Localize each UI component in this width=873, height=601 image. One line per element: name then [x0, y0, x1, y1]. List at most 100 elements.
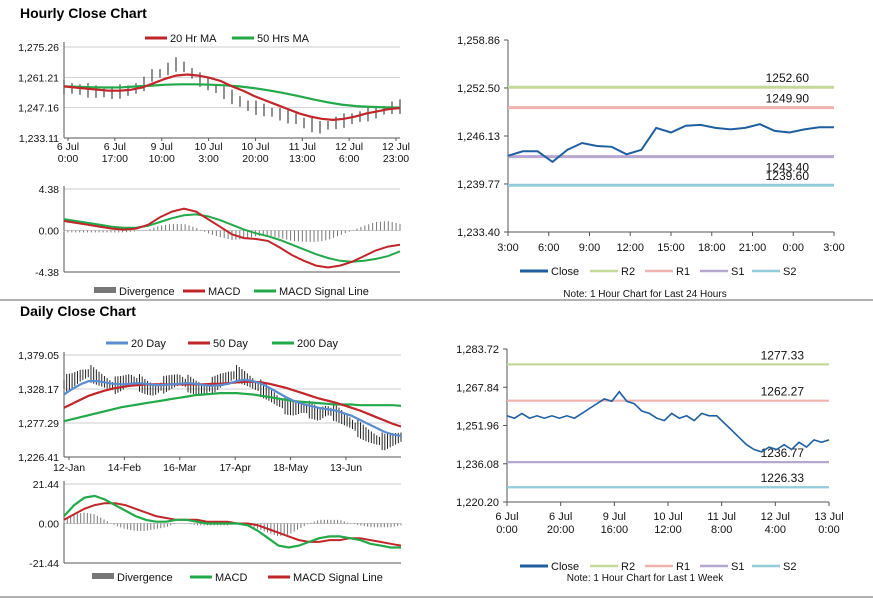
hourly_levels-legend-s2-label: S2 [783, 266, 796, 278]
hourly_levels-xtick: 3:00 [823, 242, 844, 254]
hourly-price-xtick-day: 12 Jul [335, 141, 363, 153]
hourly-ma20-line [63, 73, 401, 122]
legend-divergence-label: Divergence [119, 286, 175, 298]
daily_levels-ytick: 1,236.08 [456, 459, 499, 471]
hourly-price-ytick: 1,233.11 [19, 133, 59, 145]
hourly_levels-xtick: 6:00 [538, 242, 559, 254]
hourly_levels-legend-close-label: Close [551, 266, 579, 278]
daily-price-xtick: 18-May [273, 462, 309, 474]
hourly-price-xtick-day: 11 Jul [289, 141, 316, 153]
daily-price-xtick: 16-Mar [163, 462, 197, 474]
daily_levels-ytick: 1,283.72 [456, 344, 499, 356]
daily_levels-xtick-day: 12 Jul [761, 511, 790, 523]
hourly_levels-xtick: 15:00 [657, 242, 685, 254]
hourly_levels-ytick: 1,258.86 [457, 35, 500, 47]
hourly_levels-xtick: 9:00 [579, 242, 600, 254]
hourly_levels-r2-value: 1252.60 [766, 71, 810, 85]
hourly_levels-xtick: 3:00 [497, 242, 518, 254]
hourly-price-ytick: 1,247.16 [18, 103, 59, 115]
daily_levels-ytick: 1,251.96 [456, 421, 499, 433]
hourly-macd-ytick: 4.38 [39, 184, 60, 196]
hourly-price-xtick-day: 6 Jul [104, 141, 126, 153]
daily_levels-xtick-time: 20:00 [547, 524, 575, 536]
daily-price-xtick: 14-Feb [108, 462, 141, 474]
legend-daily-divergence-swatch [92, 573, 114, 579]
legend-daily-macd-signal-label: MACD Signal Line [293, 572, 383, 584]
daily-macd-ytick: 0.00 [39, 519, 60, 531]
hourly-price-xtick-day: 12 Jul [382, 141, 410, 153]
hourly-price-xtick-time: 23:00 [383, 153, 409, 165]
daily_levels-legend-close-label: Close [551, 561, 579, 573]
hourly-price-xtick-time: 6:00 [339, 153, 360, 165]
daily_levels-xtick-time: 12:00 [654, 524, 682, 536]
daily_levels-s1-value: 1236.77 [761, 446, 805, 460]
hourly_levels-legend-r2-label: R2 [621, 266, 635, 278]
daily_levels-xtick-day: 10 Jul [653, 511, 682, 523]
daily_levels-close-line [506, 390, 830, 453]
legend-50hrs-ma-label: 50 Hrs MA [257, 33, 310, 45]
daily-price-xtick: 13-Jun [330, 462, 362, 474]
hourly-macd-signal-line [63, 213, 401, 263]
hourly_levels-xtick: 0:00 [783, 242, 804, 254]
hourly-price-xtick-time: 17:00 [102, 153, 128, 165]
daily_levels-xtick-time: 0:00 [818, 524, 839, 536]
hourly-section-title: Hourly Close Chart [20, 5, 147, 21]
daily-price-xtick: 17-Apr [219, 462, 251, 474]
hourly_levels-close-line [507, 123, 834, 164]
hourly-price-ytick: 1,261.21 [18, 72, 59, 84]
legend-20day-label: 20 Day [131, 338, 166, 350]
daily-macd-ytick: 21.44 [33, 479, 59, 491]
hourly-price-xtick-time: 20:00 [242, 153, 268, 165]
hourly-price-xtick-day: 9 Jul [151, 141, 173, 153]
daily_levels-xtick-day: 11 Jul [707, 511, 736, 523]
daily-price-xtick: 12-Jan [53, 462, 85, 474]
daily_levels-s2-value: 1226.33 [761, 471, 805, 485]
hourly-price-ytick: 1,275.26 [18, 42, 59, 54]
hourly_levels-s1-value: 1243.40 [766, 161, 810, 175]
hourly-price-xtick-day: 10 Jul [195, 141, 223, 153]
hourly-macd-line [63, 207, 401, 269]
daily-20day-line [63, 378, 402, 437]
daily_levels-xtick-day: 6 Jul [495, 511, 518, 523]
daily_levels-note: Note: 1 Hour Chart for Last 1 Week [567, 573, 725, 584]
hourly-price-xtick-day: 10 Jul [241, 141, 269, 153]
daily_levels-ytick: 1,220.20 [456, 497, 499, 509]
hourly_levels-ytick: 1,233.40 [457, 227, 500, 239]
hourly_levels-r1-value: 1249.90 [766, 92, 810, 106]
hourly-macd-ytick: 0.00 [39, 226, 60, 238]
daily-price-ytick: 1,379.05 [18, 350, 59, 362]
hourly_levels-xtick: 21:00 [739, 242, 767, 254]
daily-macd-ytick: -21.44 [29, 558, 59, 570]
daily_levels-r2-value: 1277.33 [761, 348, 805, 362]
legend-daily-macd-label: MACD [215, 572, 247, 584]
daily_levels-xtick-time: 0:00 [496, 524, 517, 536]
legend-20hr-ma-label: 20 Hr MA [170, 33, 217, 45]
hourly_levels-ytick: 1,246.13 [457, 131, 500, 143]
daily_levels-xtick-day: 6 Jul [549, 511, 572, 523]
hourly_levels-legend-r1-label: R1 [676, 266, 690, 278]
hourly_levels-ytick: 1,252.50 [457, 83, 500, 95]
daily-price-ytick: 1,328.17 [18, 384, 59, 396]
daily_levels-legend-r2-label: R2 [621, 561, 635, 573]
daily_levels-xtick-time: 16:00 [601, 524, 629, 536]
legend-50day-label: 50 Day [213, 338, 248, 350]
hourly_levels-legend-s1-label: S1 [731, 266, 744, 278]
hourly_levels-xtick: 12:00 [616, 242, 644, 254]
legend-200day-label: 200 Day [297, 338, 338, 350]
daily_levels-xtick-day: 13 Jul [814, 511, 843, 523]
daily_levels-legend-s1-label: S1 [731, 561, 744, 573]
daily_levels-xtick-day: 9 Jul [603, 511, 626, 523]
hourly_levels-s2-value: 1239.60 [766, 169, 810, 183]
hourly-price-xtick-time: 0:00 [58, 153, 79, 165]
daily_levels-xtick-time: 4:00 [765, 524, 786, 536]
hourly_levels-note: Note: 1 Hour Chart for Last 24 Hours [563, 289, 726, 300]
hourly-macd-ytick: -4.38 [35, 267, 59, 279]
daily_levels-legend-r1-label: R1 [676, 561, 690, 573]
hourly-price-xtick-time: 10:00 [149, 153, 175, 165]
hourly_levels-xtick: 18:00 [698, 242, 726, 254]
legend-macd-label: MACD [208, 286, 240, 298]
daily-price-ytick: 1,277.29 [18, 418, 59, 430]
legend-daily-divergence-label: Divergence [117, 572, 173, 584]
daily-price-ytick: 1,226.41 [18, 452, 59, 464]
